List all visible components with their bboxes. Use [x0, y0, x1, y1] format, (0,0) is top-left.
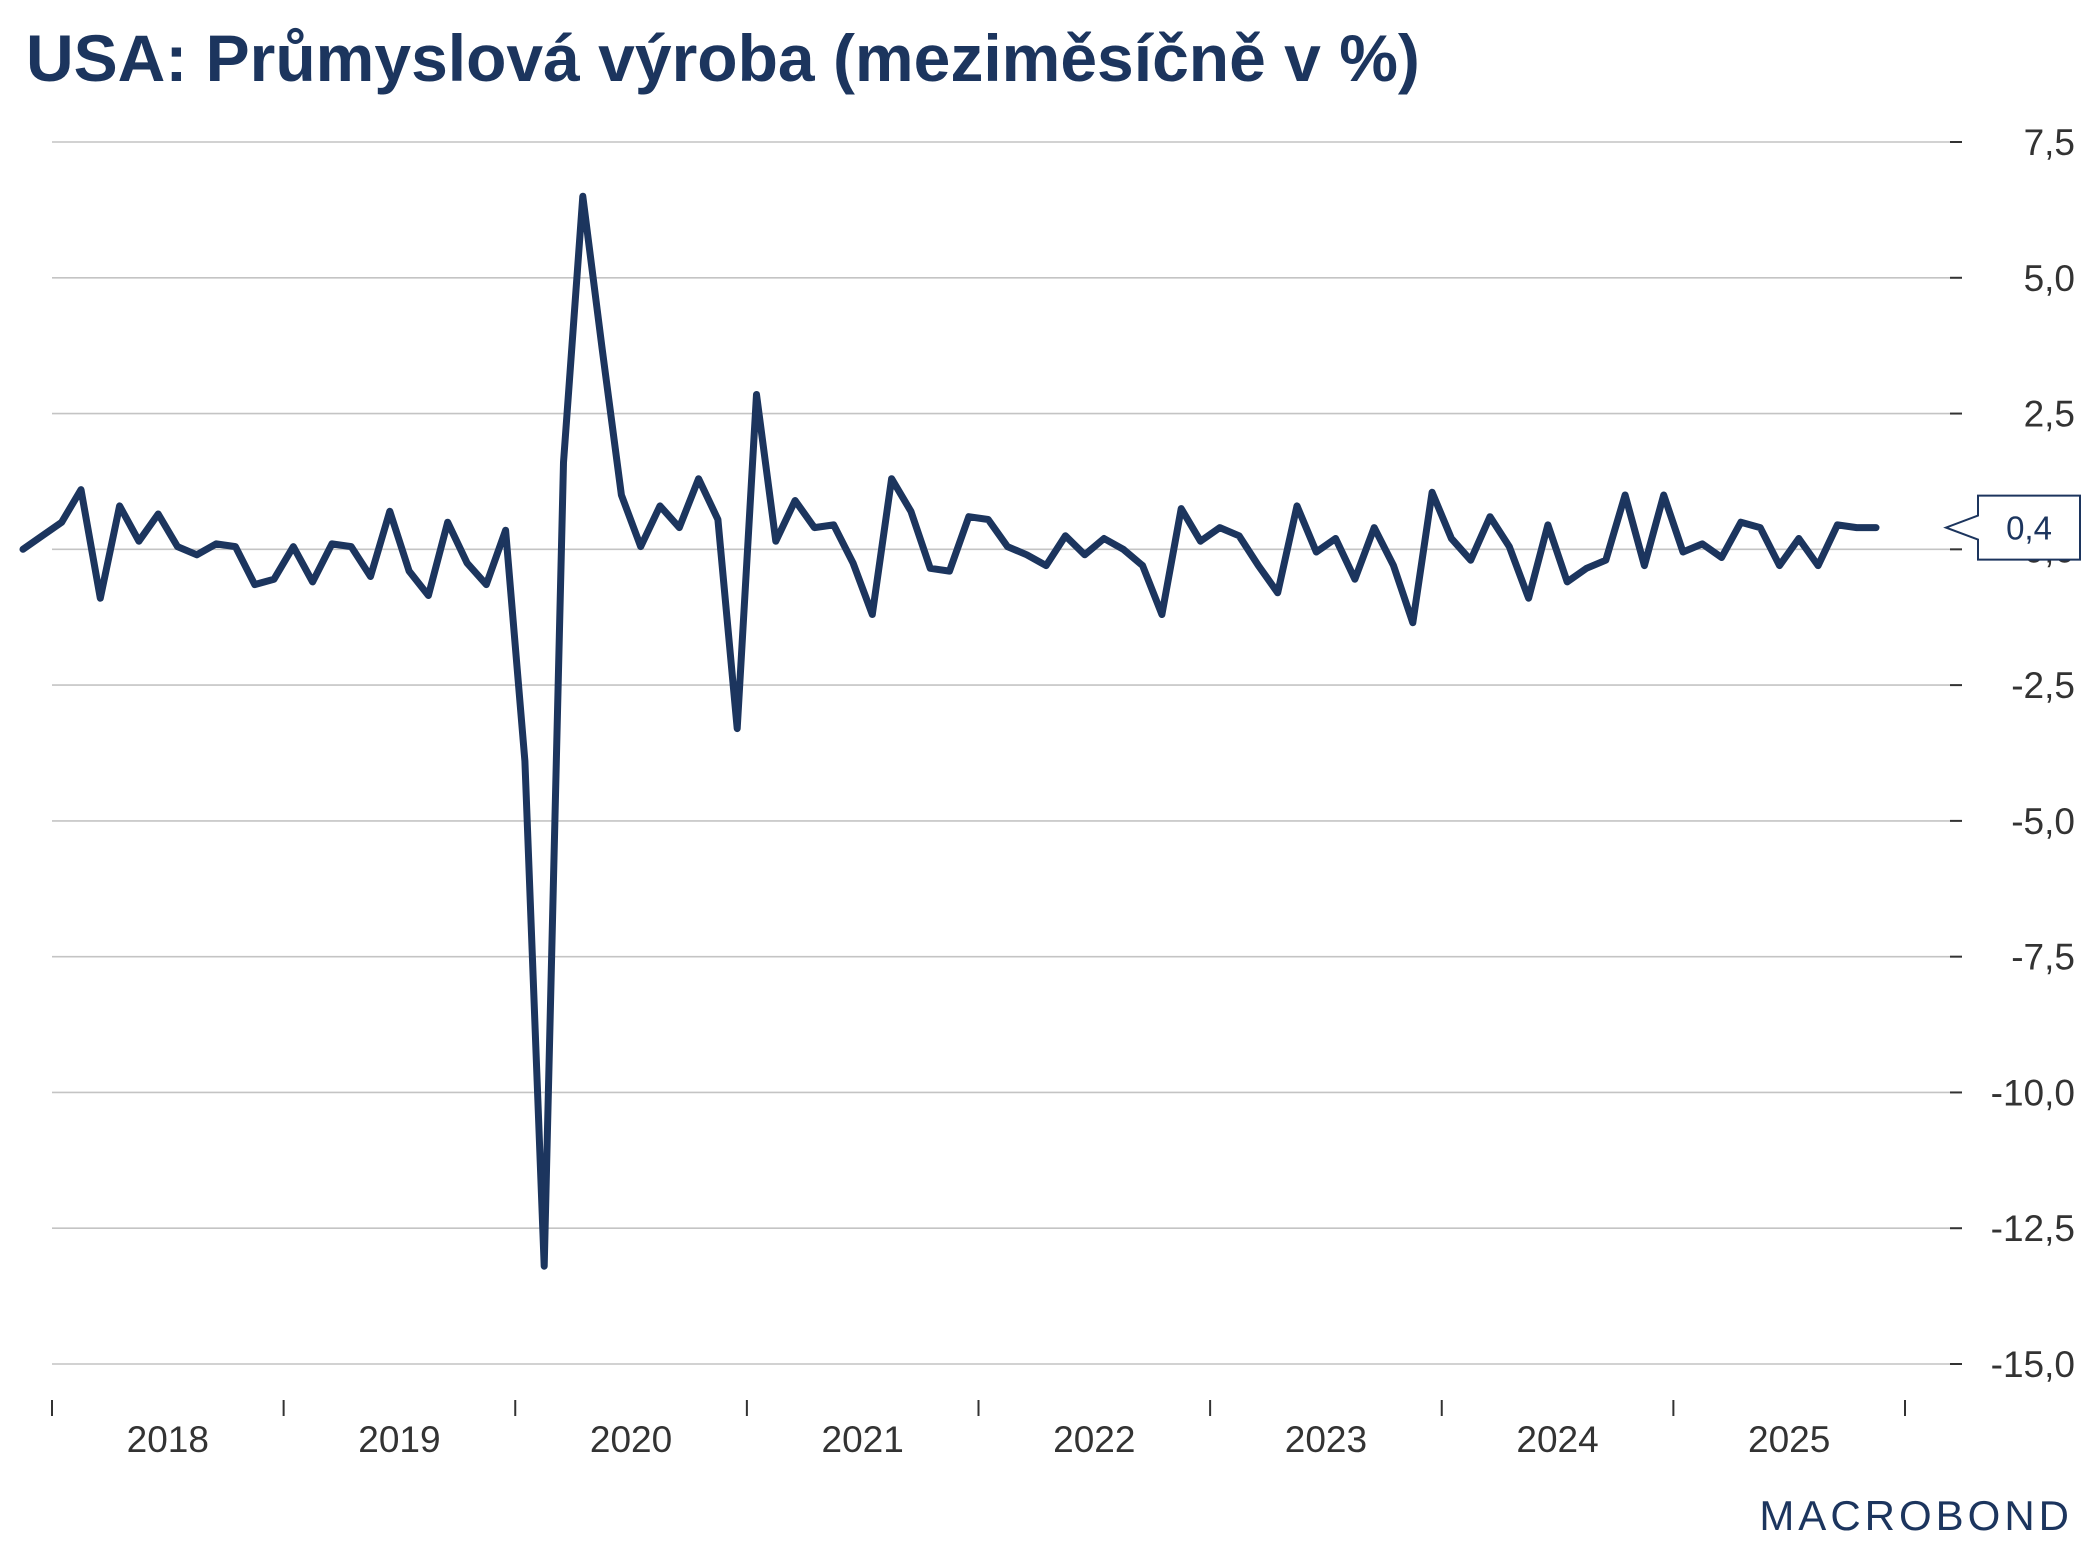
y-tick-label: 5,0: [2024, 258, 2075, 299]
grid-lines: [52, 141, 1950, 1365]
x-tick-label: 2020: [590, 1419, 672, 1460]
y-tick-label: -5,0: [2011, 801, 2075, 842]
y-tick-label: -15,0: [1991, 1344, 2075, 1385]
series-layer: [19, 192, 1880, 1270]
x-axis: 2018 2019 2020 2021 2022 2023 2024 2025: [51, 1400, 1906, 1460]
x-tick-label: 2019: [358, 1419, 440, 1460]
y-tick-label: -10,0: [1991, 1072, 2075, 1113]
x-tick-label: 2023: [1285, 1419, 1367, 1460]
last-value-label: 0,4: [2006, 510, 2052, 547]
x-tick-label: 2024: [1516, 1419, 1598, 1460]
y-tick-label: 7,5: [2024, 122, 2075, 163]
macrobond-logo: MACROBOND: [1759, 1492, 2073, 1539]
y-tick-label: -2,5: [2011, 665, 2075, 706]
series-line: [19, 192, 1880, 1270]
last-value-callout: 0,4: [1943, 494, 2081, 561]
y-tick-label: -7,5: [2011, 937, 2075, 978]
y-axis: 7,55,02,50,0-2,5-5,0-7,5-10,0-12,5-15,0: [1950, 122, 2075, 1385]
x-tick-label: 2022: [1053, 1419, 1135, 1460]
y-tick-label: -12,5: [1991, 1208, 2075, 1249]
callout-box: [1943, 494, 2081, 561]
chart-title: USA: Průmyslová výroba (meziměsíčně v %): [26, 21, 1420, 95]
y-tick-label: 2,5: [2024, 394, 2075, 435]
x-tick-label: 2021: [822, 1419, 904, 1460]
x-tick-label: 2025: [1748, 1419, 1830, 1460]
x-tick-label: 2018: [127, 1419, 209, 1460]
